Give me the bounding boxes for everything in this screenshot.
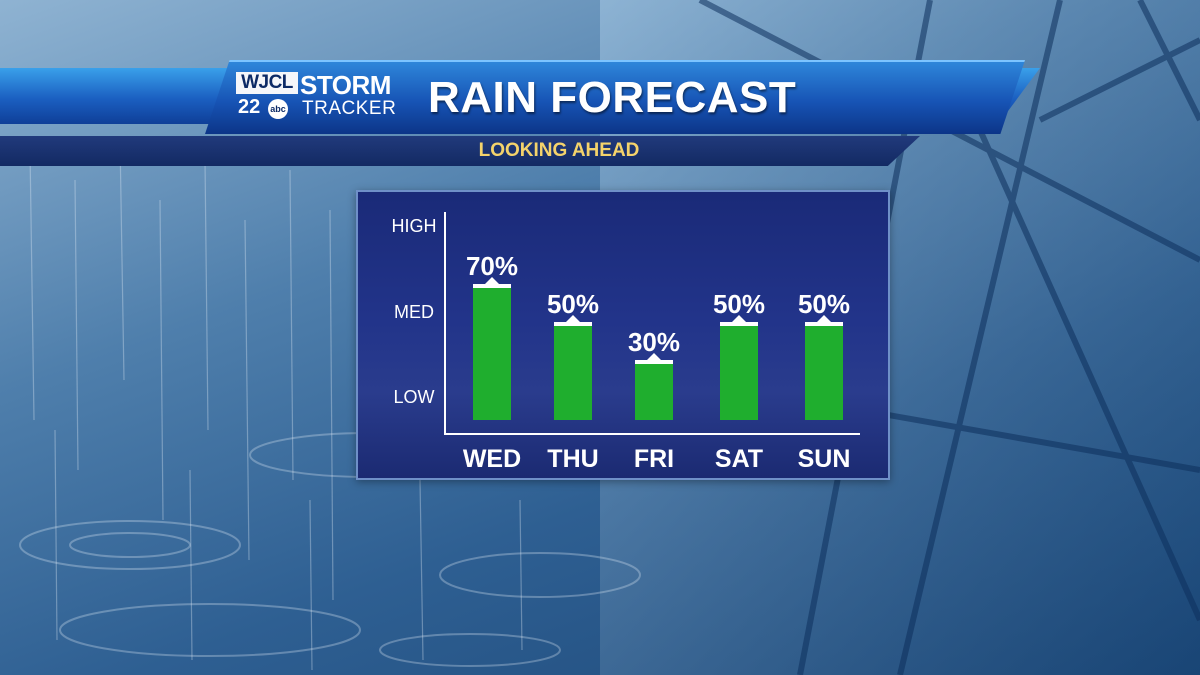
bar-sun [805, 325, 843, 420]
bar-fri [635, 363, 673, 420]
value-label-fri: 30% [628, 327, 680, 357]
y-tick-label-high: HIGH [392, 216, 437, 236]
title-banner [0, 60, 1200, 134]
chart-panel: HIGH MED LOW 70% 50% 30% 50% 50% WED THU FRI SAT S… [356, 190, 890, 480]
abc-logo-icon: abc [268, 99, 288, 119]
bar-marker-sun [817, 315, 831, 322]
y-tick-label-med: MED [394, 302, 434, 322]
logo-channel-text: 22 [238, 96, 261, 118]
value-label-sat: 50% [713, 289, 765, 319]
value-label-wed: 70% [466, 251, 518, 281]
bar-cap-sat [720, 322, 758, 326]
page-title: RAIN FORECAST [428, 73, 797, 122]
bar-wed [473, 287, 511, 420]
category-label-wed: WED [463, 445, 521, 473]
y-tick-label-low: LOW [393, 387, 434, 407]
bar-chart: HIGH MED LOW 70% 50% 30% 50% 50% WED THU FRI SAT S… [392, 212, 860, 473]
category-label-fri: FRI [634, 445, 674, 473]
bar-marker-wed [485, 277, 499, 284]
logo-tracker-text: TRACKER [302, 98, 397, 119]
value-label-sun: 50% [798, 289, 850, 319]
category-label-thu: THU [547, 445, 598, 473]
bar-cap-sun [805, 322, 843, 326]
bar-marker-thu [566, 315, 580, 322]
bar-cap-thu [554, 322, 592, 326]
bar-marker-fri [647, 353, 661, 360]
bar-thu [554, 325, 592, 420]
category-label-sat: SAT [715, 445, 763, 473]
subtitle-bar [0, 136, 920, 166]
logo-station-text: WJCL [236, 72, 298, 94]
category-label-sun: SUN [798, 445, 851, 473]
bar-marker-sat [732, 315, 746, 322]
station-logo: WJCL 22 abc STORM TRACKER [236, 70, 406, 122]
value-label-thu: 50% [547, 289, 599, 319]
bar-cap-wed [473, 284, 511, 288]
logo-storm-text: STORM [300, 70, 391, 100]
subtitle: LOOKING AHEAD [478, 140, 640, 161]
title-banner-inner [205, 60, 1025, 134]
bar-sat [720, 325, 758, 420]
bar-cap-fri [635, 360, 673, 364]
